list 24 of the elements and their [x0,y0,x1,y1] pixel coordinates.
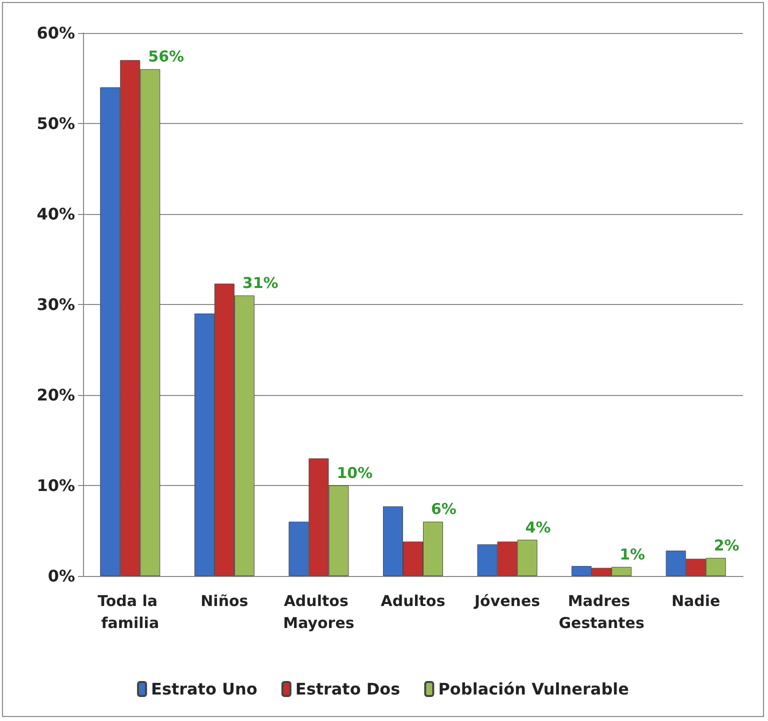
data-label: 6% [431,500,456,518]
x-tick-label: Niños [200,592,248,610]
legend-label: Estrato Uno [151,680,258,698]
data-label: 1% [620,545,646,564]
legend-label: Estrato Dos [295,680,400,698]
y-tick-label: 40% [36,204,75,224]
data-label: 10% [336,464,373,482]
y-tick-label: 60% [36,24,75,42]
data-label: 31% [242,274,278,292]
y-tick-label: 30% [36,295,75,314]
legend-label: Población Vulnerable [438,680,630,698]
x-tick-label: Nadie [671,592,720,610]
y-tick-label: 10% [36,476,75,495]
x-tick-label: Adultos Mayores [283,592,354,632]
y-tick-label: 0% [48,566,75,586]
y-tick-label: 50% [36,114,75,133]
data-label: 4% [525,518,551,536]
data-label: 56% [148,48,184,66]
x-tick-label: Toda la familia [98,592,163,632]
x-tick-label: Madres Gestantes [558,592,644,632]
x-tick-label: Jóvenes [473,592,540,610]
x-tick-label: Adultos [380,592,446,610]
y-tick-label: 20% [36,386,75,404]
data-label: 2% [714,536,740,554]
